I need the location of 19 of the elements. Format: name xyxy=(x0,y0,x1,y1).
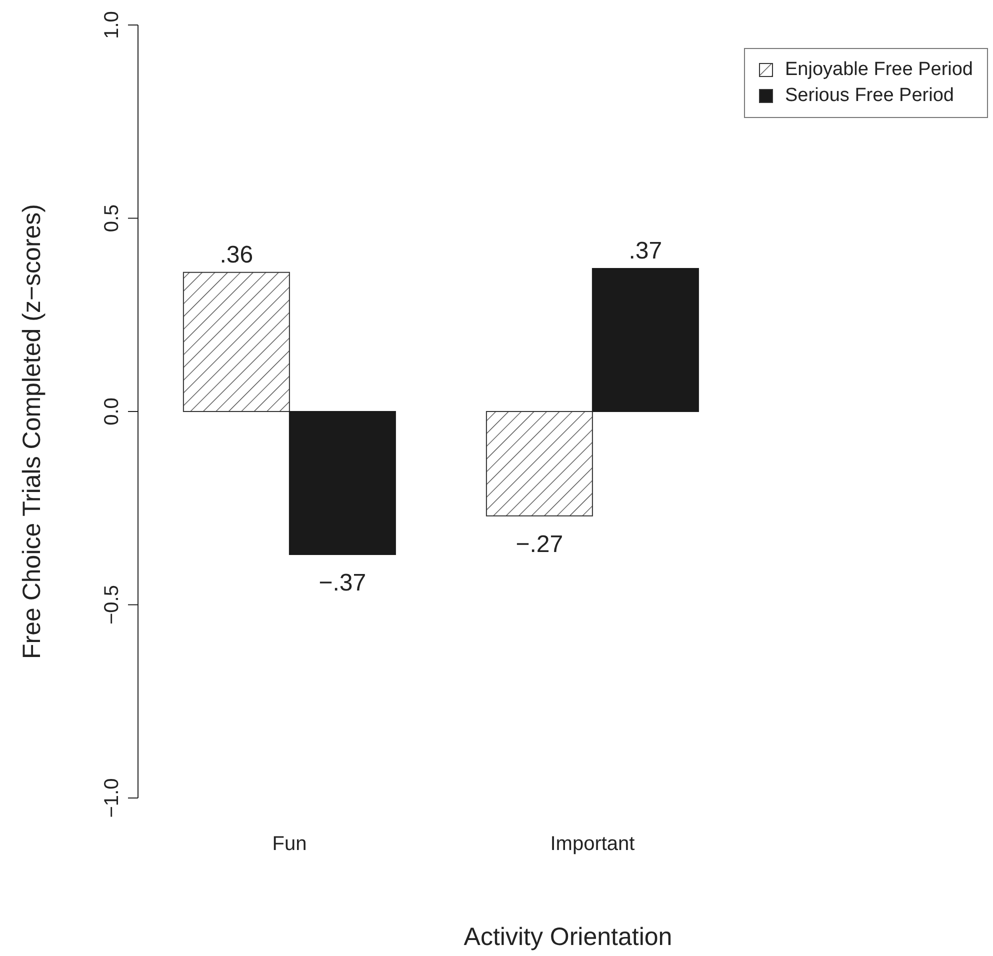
bar xyxy=(288,411,396,556)
x-tick-label: Fun xyxy=(272,833,307,856)
data-label: .36 xyxy=(220,241,254,268)
y-tick-label: 1.0 xyxy=(101,11,123,39)
bar xyxy=(182,272,290,412)
legend-label: Enjoyable Free Period xyxy=(785,58,973,82)
y-tick-label: 0.0 xyxy=(101,398,123,426)
legend-label: Serious Free Period xyxy=(785,84,954,108)
y-tick-label: 0.5 xyxy=(101,204,123,232)
data-label: .37 xyxy=(628,237,662,264)
x-tick-label: Important xyxy=(550,833,636,856)
y-tick-label: −1.0 xyxy=(101,778,123,818)
bar xyxy=(486,411,593,516)
data-label: −.27 xyxy=(516,530,564,558)
bar xyxy=(592,268,699,412)
y-tick-label: −0.5 xyxy=(101,585,123,624)
data-label: −.37 xyxy=(318,570,366,597)
y-axis-title: Free Choice Trials Completed (z−scores) xyxy=(18,204,48,660)
x-axis-title: Activity Orientation xyxy=(462,923,674,952)
